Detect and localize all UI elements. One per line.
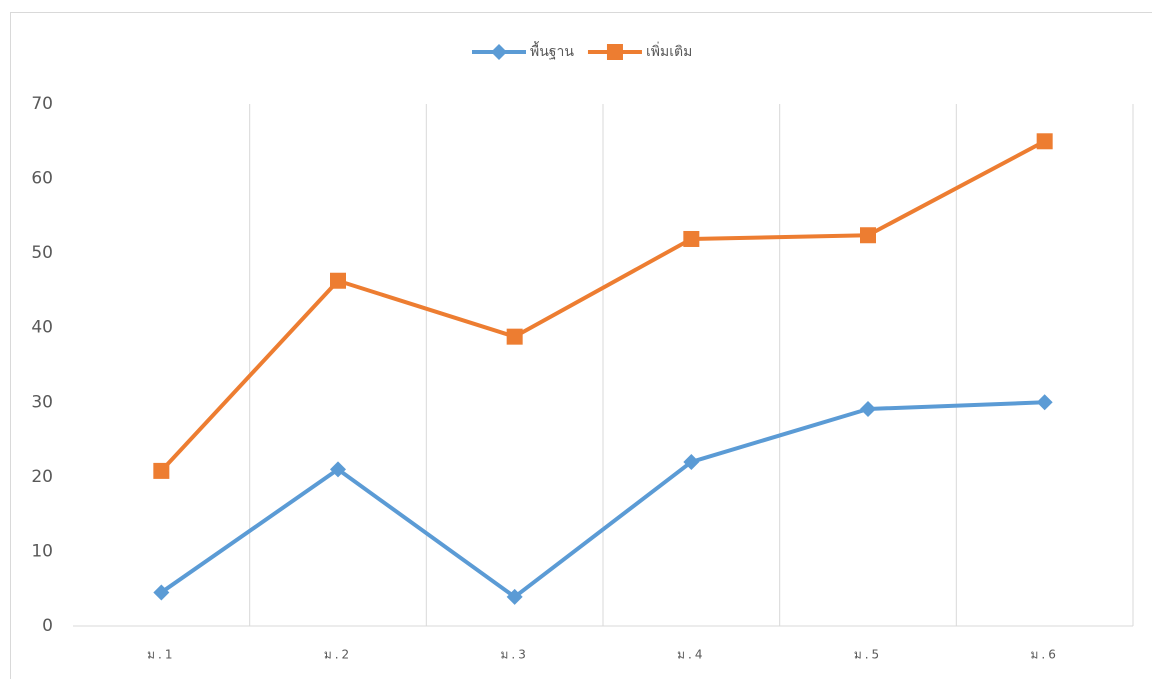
point-marker [860,400,876,417]
x-tick-label: ม.3 [500,648,528,662]
point-marker [860,227,876,244]
y-tick-label: 10 [31,541,53,561]
legend-label: พื้นฐาน [530,41,574,60]
legend-swatch-marker [491,44,507,60]
point-marker [153,462,170,479]
point-marker [153,584,170,601]
point-marker [330,461,346,478]
y-tick-label: 0 [42,616,53,636]
x-tick-label: ม.4 [677,648,705,662]
series-line [159,139,1046,473]
point-marker [683,453,700,470]
x-tick-label: ม.6 [1030,648,1058,662]
chart-border [10,12,1152,679]
point-marker [506,328,523,345]
x-tick-label: ม.5 [854,648,882,662]
point-marker [1036,394,1053,411]
x-tick-label: ม.2 [324,648,352,662]
legend-swatch-marker [606,44,623,60]
y-tick-label: 60 [31,169,53,189]
x-tick-label: ม.1 [147,648,175,662]
y-tick-label: 30 [31,392,53,412]
legend-label: เพิ่มเติม [646,42,692,60]
y-tick-label: 20 [31,467,53,487]
y-tick-label: 40 [31,318,53,338]
y-tick-label: 70 [31,94,53,114]
point-marker [330,272,346,289]
series-line [160,400,1045,599]
point-marker [506,588,523,605]
y-tick-label: 50 [31,243,53,263]
point-marker [1036,133,1053,150]
point-marker [683,230,700,247]
